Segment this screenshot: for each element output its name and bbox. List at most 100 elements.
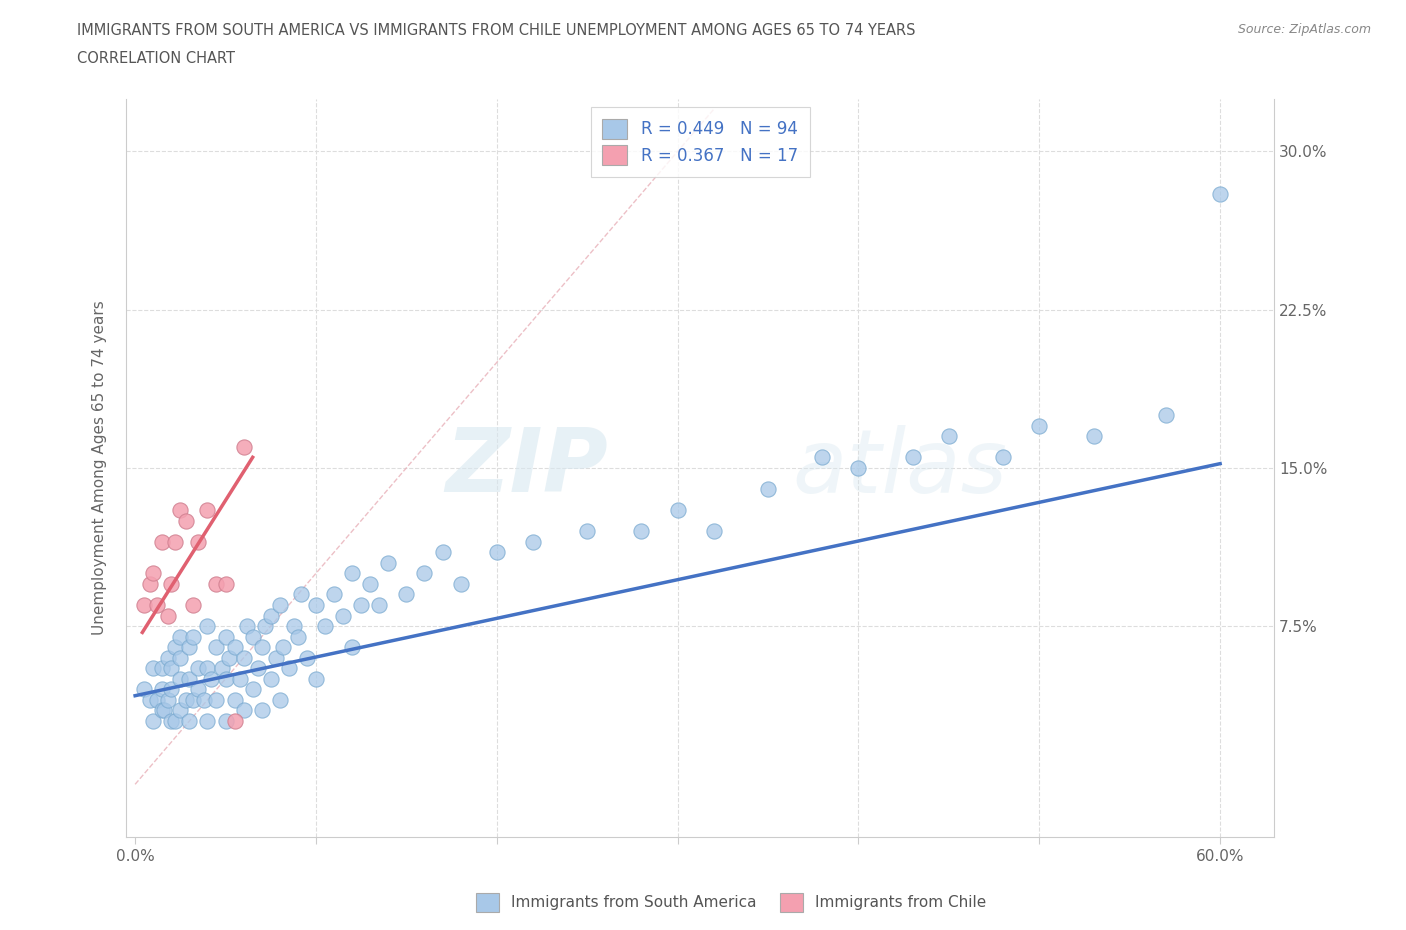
Point bbox=[377, 555, 399, 570]
Point bbox=[811, 450, 834, 465]
Point bbox=[142, 566, 165, 581]
Point bbox=[197, 661, 219, 676]
Point bbox=[187, 682, 209, 697]
Point bbox=[314, 618, 336, 633]
Point bbox=[295, 650, 318, 665]
Point bbox=[305, 671, 328, 686]
Point bbox=[236, 618, 259, 633]
Point bbox=[254, 618, 277, 633]
Point bbox=[247, 661, 270, 676]
Text: atlas: atlas bbox=[792, 425, 1007, 511]
Point bbox=[250, 640, 273, 655]
Point bbox=[359, 577, 381, 591]
Text: CORRELATION CHART: CORRELATION CHART bbox=[77, 51, 235, 66]
Point bbox=[485, 545, 508, 560]
Point bbox=[630, 524, 652, 538]
Point bbox=[756, 482, 779, 497]
Point bbox=[395, 587, 418, 602]
Point bbox=[179, 640, 201, 655]
Point bbox=[232, 703, 254, 718]
Point bbox=[169, 630, 191, 644]
Point bbox=[229, 671, 252, 686]
Point bbox=[193, 693, 215, 708]
Point bbox=[179, 671, 201, 686]
Point bbox=[160, 661, 183, 676]
Point bbox=[197, 713, 219, 728]
Point bbox=[250, 703, 273, 718]
Point bbox=[1209, 186, 1232, 201]
Point bbox=[160, 577, 183, 591]
Point bbox=[522, 534, 544, 549]
Point bbox=[368, 598, 391, 613]
Point bbox=[991, 450, 1014, 465]
Point bbox=[205, 640, 228, 655]
Point bbox=[269, 693, 291, 708]
Point bbox=[174, 513, 197, 528]
Point bbox=[150, 703, 173, 718]
Point bbox=[232, 439, 254, 454]
Point bbox=[350, 598, 373, 613]
Point bbox=[169, 703, 191, 718]
Text: Source: ZipAtlas.com: Source: ZipAtlas.com bbox=[1237, 23, 1371, 36]
Point bbox=[150, 682, 173, 697]
Point bbox=[205, 693, 228, 708]
Point bbox=[179, 713, 201, 728]
Point bbox=[211, 661, 233, 676]
Point bbox=[287, 630, 309, 644]
Point bbox=[181, 598, 204, 613]
Point bbox=[218, 650, 240, 665]
Point bbox=[174, 693, 197, 708]
Text: ZIP: ZIP bbox=[446, 424, 609, 512]
Point bbox=[142, 661, 165, 676]
Point bbox=[214, 713, 236, 728]
Point bbox=[150, 661, 173, 676]
Point bbox=[432, 545, 454, 560]
Point bbox=[224, 693, 246, 708]
Point bbox=[1083, 429, 1105, 444]
Point bbox=[160, 682, 183, 697]
Point bbox=[187, 534, 209, 549]
Point bbox=[205, 577, 228, 591]
Point bbox=[138, 693, 160, 708]
Point bbox=[163, 713, 186, 728]
Point bbox=[264, 650, 287, 665]
Point bbox=[269, 598, 291, 613]
Legend: Immigrants from South America, Immigrants from Chile: Immigrants from South America, Immigrant… bbox=[470, 887, 993, 918]
Point bbox=[214, 577, 236, 591]
Point bbox=[181, 630, 204, 644]
Point bbox=[232, 650, 254, 665]
Text: IMMIGRANTS FROM SOUTH AMERICA VS IMMIGRANTS FROM CHILE UNEMPLOYMENT AMONG AGES 6: IMMIGRANTS FROM SOUTH AMERICA VS IMMIGRA… bbox=[77, 23, 915, 38]
Point bbox=[901, 450, 924, 465]
Point bbox=[163, 534, 186, 549]
Point bbox=[273, 640, 295, 655]
Point bbox=[224, 713, 246, 728]
Point bbox=[153, 703, 176, 718]
Point bbox=[142, 713, 165, 728]
Point bbox=[703, 524, 725, 538]
Legend: R = 0.449   N = 94, R = 0.367   N = 17: R = 0.449 N = 94, R = 0.367 N = 17 bbox=[591, 107, 810, 177]
Point bbox=[138, 577, 160, 591]
Point bbox=[197, 618, 219, 633]
Point bbox=[160, 713, 183, 728]
Point bbox=[134, 598, 156, 613]
Point bbox=[169, 671, 191, 686]
Point bbox=[169, 650, 191, 665]
Point bbox=[134, 682, 156, 697]
Point bbox=[290, 587, 312, 602]
Point bbox=[242, 682, 264, 697]
Point bbox=[224, 640, 246, 655]
Point bbox=[666, 502, 689, 517]
Point bbox=[146, 693, 169, 708]
Point bbox=[156, 693, 179, 708]
Point bbox=[323, 587, 346, 602]
Point bbox=[848, 460, 870, 475]
Point bbox=[277, 661, 299, 676]
Point bbox=[413, 566, 436, 581]
Point bbox=[163, 640, 186, 655]
Point bbox=[214, 630, 236, 644]
Point bbox=[1028, 418, 1050, 433]
Point bbox=[187, 661, 209, 676]
Point bbox=[938, 429, 960, 444]
Point bbox=[305, 598, 328, 613]
Point bbox=[156, 650, 179, 665]
